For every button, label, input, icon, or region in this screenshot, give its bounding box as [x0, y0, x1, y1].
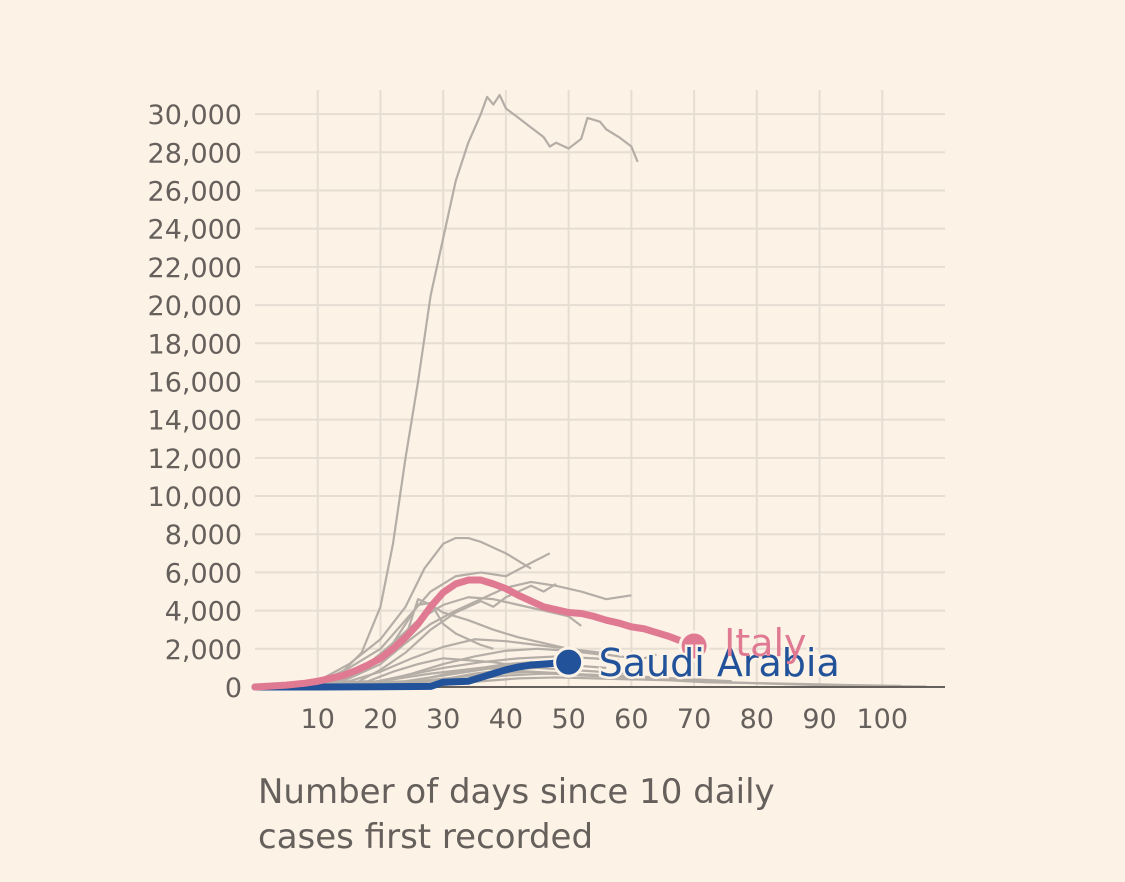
series-line-other	[254, 580, 632, 689]
y-tick-label: 10,000	[148, 482, 242, 513]
x-tick-label: 100	[856, 704, 908, 735]
x-tick-label: 90	[802, 704, 836, 735]
y-tick-label: 22,000	[148, 253, 242, 284]
y-tick-label: 14,000	[148, 406, 242, 437]
y-tick-label: 8,000	[165, 520, 242, 551]
series-line-other	[254, 93, 639, 689]
x-axis-title: Number of days since 10 daily cases firs…	[258, 772, 775, 857]
series-line-other	[254, 666, 927, 689]
x-tick-label: 20	[363, 704, 397, 735]
series-line-other	[254, 536, 532, 689]
x-axis: 10 20 30 40 50 60 70 80 90 100	[301, 704, 908, 735]
series-line-saudi-arabia	[251, 658, 573, 691]
y-tick-label: 24,000	[148, 215, 242, 246]
y-tick-label: 6,000	[165, 558, 242, 589]
other-countries-lines	[254, 93, 927, 689]
series-line-italy	[251, 576, 698, 691]
grid	[255, 90, 945, 687]
y-tick-label: 30,000	[148, 100, 242, 131]
x-tick-label: 50	[551, 704, 585, 735]
y-axis: 0 2,000 4,000 6,000 8,000 10,000 12,000 14,000 1…	[148, 100, 242, 704]
y-tick-label: 20,000	[148, 291, 242, 322]
y-tick-label: 16,000	[148, 367, 242, 398]
y-tick-label: 4,000	[165, 597, 242, 628]
series-line-other	[254, 638, 601, 689]
x-tick-label: 10	[301, 704, 335, 735]
y-tick-label: 2,000	[165, 635, 242, 666]
highlighted-lines	[251, 576, 698, 691]
y-tick-label: 26,000	[148, 176, 242, 207]
y-tick-label: 12,000	[148, 444, 242, 475]
y-tick-label: 0	[225, 673, 242, 704]
x-tick-label: 30	[426, 704, 460, 735]
x-tick-label: 60	[614, 704, 648, 735]
x-tick-label: 40	[489, 704, 523, 735]
series-label-saudi-arabia: Saudi Arabia	[599, 641, 840, 685]
x-tick-label: 70	[677, 704, 711, 735]
series-endpoint-saudi-arabia	[553, 646, 585, 678]
series-endpoint-italy	[678, 630, 710, 662]
y-tick-label: 18,000	[148, 329, 242, 360]
x-tick-label: 80	[740, 704, 774, 735]
series-label-italy: Italy	[724, 621, 806, 665]
y-tick-label: 28,000	[148, 138, 242, 169]
